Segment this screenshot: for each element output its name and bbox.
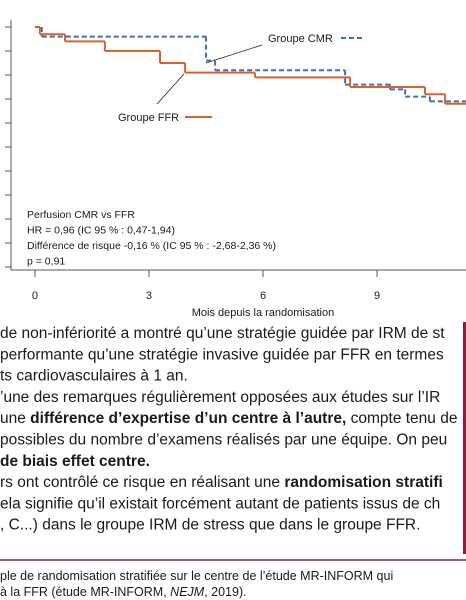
x-tick-label: 0 — [32, 290, 38, 302]
text-run: randomisation stratifi — [284, 474, 442, 491]
text-run: ple de randomisation stratifiée sur le c… — [0, 569, 393, 583]
margin-bar — [463, 322, 466, 554]
text-line: de non-infériorité a montré qu’une strat… — [0, 325, 445, 342]
text-line: possibles du nombre d’examens réalisés p… — [0, 432, 447, 449]
text-run: , 2019). — [204, 585, 246, 599]
leader-line — [205, 44, 263, 64]
text-run: performante qu’une stratégie invasive gu… — [0, 346, 444, 363]
text-run: possibles du nombre d’examens réalisés p… — [0, 432, 447, 449]
x-tick-label: 6 — [260, 290, 266, 302]
legend-label: Groupe FFR — [118, 112, 179, 124]
text-line: à la FFR (étude MR-INFORM, NEJM, 2019). — [0, 585, 247, 599]
text-line: ts cardiovasculaires à 1 an. — [0, 368, 188, 385]
annotation: HR = 0,96 (IC 95 % : 0,47-1,94) — [27, 225, 175, 237]
annotation: Différence de risque -0,16 % (IC 95 % : … — [27, 240, 276, 252]
text-run: rs ont contrôlé ce risque en réalisant u… — [0, 474, 284, 491]
text-run: ’une des remarques régulièrement opposée… — [0, 389, 440, 406]
text-run: NEJM — [170, 585, 205, 599]
x-axis-label: Mois depuis la randomisation — [192, 307, 334, 319]
text-run: , C...) dans le groupe IRM de stress que… — [0, 517, 420, 534]
text-line: performante qu’une stratégie invasive gu… — [0, 346, 444, 363]
annotation: p = 0,91 — [27, 256, 65, 268]
text-line: rs ont contrôlé ce risque en réalisant u… — [0, 474, 443, 491]
text-line: de biais effet centre. — [0, 453, 150, 470]
annotation: Perfusion CMR vs FFR — [27, 209, 135, 221]
text-run: compte tenu de — [346, 410, 457, 427]
text-line: , C...) dans le groupe IRM de stress que… — [0, 517, 420, 534]
text-line: ’une des remarques régulièrement opposée… — [0, 389, 440, 406]
text-run: différence d’expertise d’un centre à l’a… — [30, 410, 346, 427]
text-run: une — [0, 410, 30, 427]
legend-label: Groupe CMR — [268, 33, 333, 45]
text-run: ela signifie qu’il existait forcément au… — [0, 495, 440, 512]
text-run: à la FFR (étude MR-INFORM, — [0, 585, 170, 599]
text-run: de biais effet centre. — [0, 453, 150, 470]
x-tick-label: 9 — [374, 290, 380, 302]
text-run: ts cardiovasculaires à 1 an. — [0, 368, 188, 385]
text-line: une différence d’expertise d’un centre à… — [0, 410, 457, 427]
x-tick-label: 3 — [146, 290, 152, 302]
text-line: ela signifie qu’il existait forcément au… — [0, 495, 440, 512]
text-run: de non-infériorité a montré qu’une strat… — [0, 325, 445, 342]
leader-line — [156, 73, 185, 105]
text-line: ple de randomisation stratifiée sur le c… — [0, 569, 393, 583]
